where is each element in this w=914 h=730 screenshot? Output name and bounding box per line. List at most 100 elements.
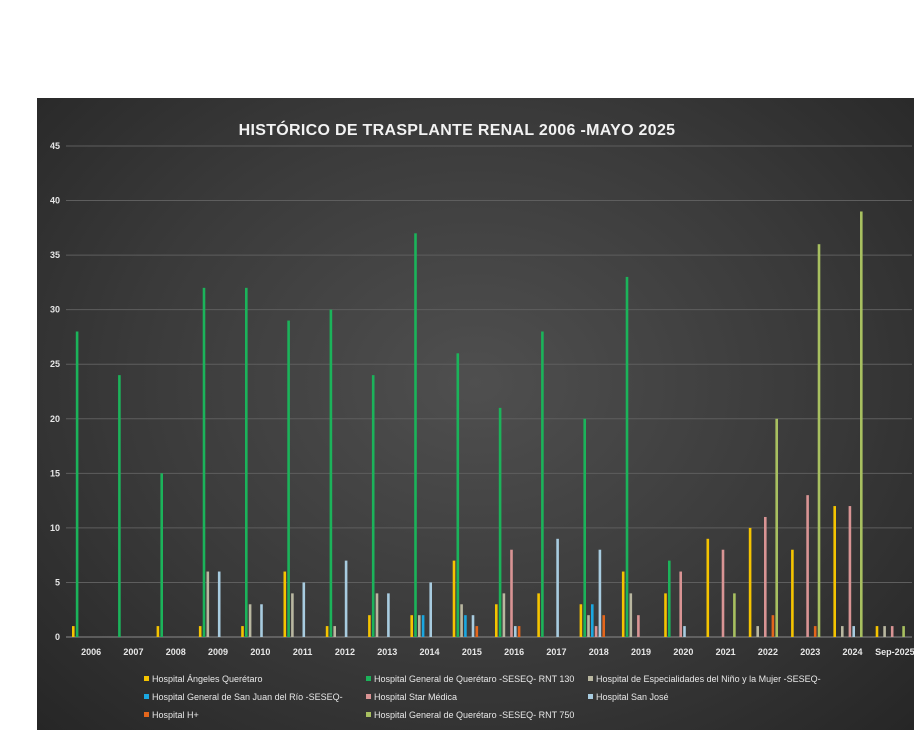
bar <box>118 375 121 637</box>
bar <box>587 615 590 637</box>
legend-item: Hospital Ángeles Querétaro <box>144 674 263 684</box>
x-tick-label: 2014 <box>420 647 440 657</box>
legend-label: Hospital General de Querétaro -SESEQ- RN… <box>374 674 575 684</box>
x-tick-label: 2006 <box>81 647 101 657</box>
y-tick-label: 25 <box>50 359 60 369</box>
legend-swatch <box>366 676 371 681</box>
bar <box>418 615 421 637</box>
bar <box>344 560 348 637</box>
bar <box>813 626 817 637</box>
x-tick-label: 2020 <box>673 647 693 657</box>
bar <box>583 418 586 637</box>
bar <box>217 571 221 637</box>
bar <box>456 353 460 637</box>
y-tick-label: 15 <box>50 468 60 478</box>
bar <box>160 473 163 637</box>
bar <box>387 593 390 637</box>
bar <box>679 571 682 637</box>
bar <box>875 626 879 637</box>
bar <box>775 418 778 637</box>
y-tick-label: 5 <box>55 577 60 587</box>
bar <box>333 626 336 637</box>
bar <box>325 626 329 637</box>
x-tick-label: 2023 <box>800 647 820 657</box>
bar <box>206 571 210 637</box>
bar <box>817 244 821 637</box>
y-tick-label: 10 <box>50 523 60 533</box>
bar <box>475 626 479 637</box>
bar <box>202 287 206 637</box>
bar <box>860 211 863 637</box>
bar <box>602 615 605 637</box>
bar <box>368 615 371 637</box>
legend-swatch <box>366 712 371 717</box>
x-tick-label: 2024 <box>843 647 863 657</box>
bar <box>594 626 598 637</box>
bar <box>471 615 475 637</box>
bar <box>198 626 202 637</box>
y-tick-label: 0 <box>55 632 60 642</box>
chart-panel <box>37 98 914 730</box>
legend-label: Hospital de Especialidades del Niño y la… <box>596 674 821 684</box>
legend-item: Hospital Star Médica <box>366 692 457 702</box>
bar <box>287 320 290 637</box>
bar <box>625 276 629 637</box>
bar <box>248 604 252 637</box>
bar <box>579 604 583 637</box>
x-tick-label: 2018 <box>589 647 609 657</box>
bar <box>748 527 752 637</box>
bar <box>771 615 775 637</box>
chart-title: HISTÓRICO DE TRASPLANTE RENAL 2006 -MAYO… <box>238 122 676 139</box>
bar <box>371 375 375 637</box>
bar <box>75 331 79 637</box>
bar <box>683 626 686 637</box>
bar <box>556 538 559 637</box>
x-tick-label: 2013 <box>377 647 397 657</box>
legend-item: Hospital General de Querétaro -SESEQ- RN… <box>366 710 574 720</box>
legend-swatch <box>588 676 593 681</box>
bar <box>833 506 836 637</box>
bar <box>852 626 855 637</box>
x-tick-label: 2021 <box>716 647 736 657</box>
x-tick-label: 2007 <box>123 647 143 657</box>
bar <box>302 582 306 637</box>
bar <box>890 626 894 637</box>
legend-label: Hospital Star Médica <box>374 692 458 702</box>
bar <box>245 287 248 637</box>
x-tick-label: Sep-2025 <box>875 647 914 657</box>
x-tick-label: 2008 <box>166 647 186 657</box>
bar <box>591 604 594 637</box>
bar <box>498 407 502 637</box>
bar <box>414 233 417 638</box>
bar <box>902 626 905 637</box>
bar <box>510 549 513 637</box>
legend-swatch <box>144 712 149 717</box>
legend-label: Hospital Ángeles Querétaro <box>152 674 263 684</box>
bar <box>721 549 725 637</box>
bar <box>502 593 506 637</box>
bar <box>541 331 544 637</box>
bar <box>375 593 379 637</box>
bar <box>410 615 413 637</box>
bar <box>329 309 333 637</box>
bar <box>429 582 432 637</box>
bar <box>291 593 294 637</box>
bar <box>156 626 160 637</box>
legend-item: Hospital H+ <box>144 710 199 720</box>
x-tick-label: 2017 <box>546 647 566 657</box>
x-tick-label: 2015 <box>462 647 482 657</box>
y-tick-label: 40 <box>50 196 60 206</box>
x-tick-label: 2009 <box>208 647 228 657</box>
bar <box>452 560 456 637</box>
bar <box>421 615 425 637</box>
x-tick-label: 2016 <box>504 647 524 657</box>
bar <box>883 626 886 637</box>
bar <box>537 593 540 637</box>
x-tick-label: 2012 <box>335 647 355 657</box>
bar <box>517 626 521 637</box>
y-tick-label: 30 <box>50 305 60 315</box>
bar <box>841 626 844 637</box>
bar <box>848 506 852 637</box>
bar <box>460 604 463 637</box>
